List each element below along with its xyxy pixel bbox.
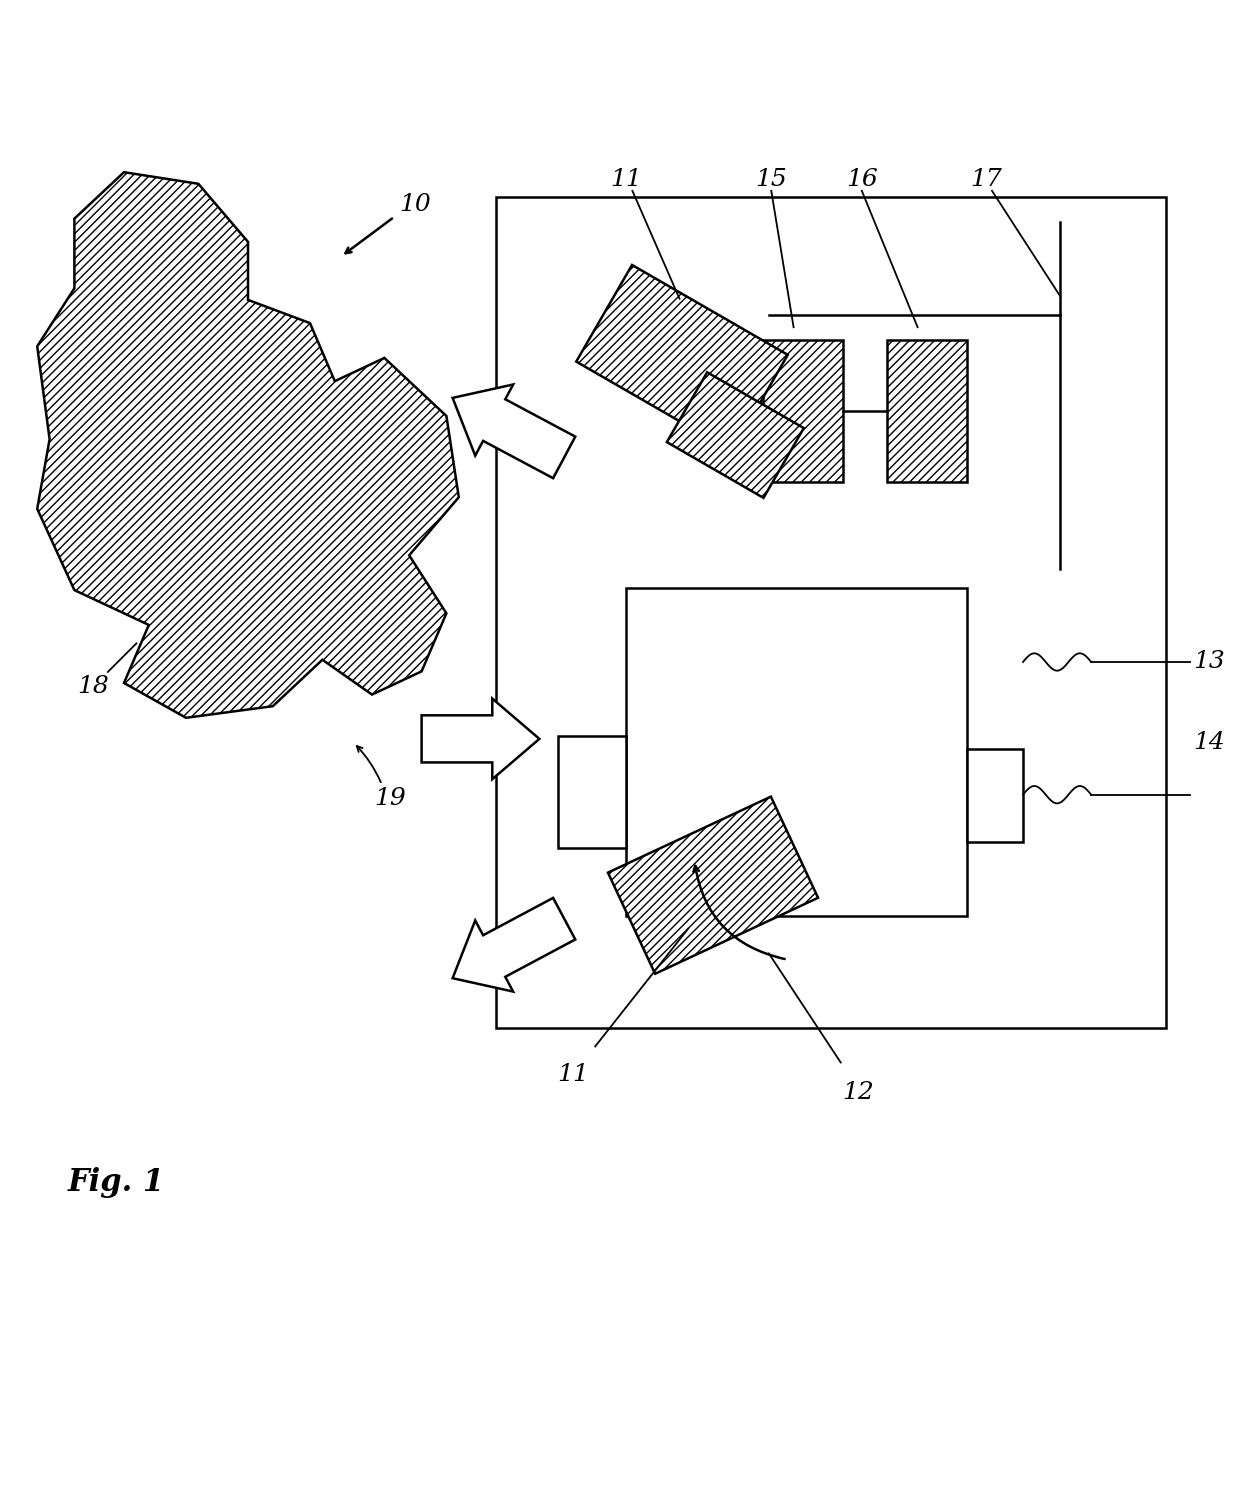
Bar xyxy=(558,737,626,849)
Text: 11: 11 xyxy=(610,168,642,192)
Text: 13: 13 xyxy=(1193,651,1225,673)
FancyArrow shape xyxy=(422,699,539,779)
Bar xyxy=(626,587,967,917)
Polygon shape xyxy=(667,373,804,498)
Text: 10: 10 xyxy=(399,193,432,216)
Text: 18: 18 xyxy=(77,675,109,698)
Text: 12: 12 xyxy=(842,1081,874,1104)
Bar xyxy=(967,749,1023,841)
Polygon shape xyxy=(37,172,459,717)
Polygon shape xyxy=(608,797,818,974)
Bar xyxy=(763,340,843,482)
Text: 15: 15 xyxy=(755,168,787,192)
Bar xyxy=(496,196,1166,1028)
FancyArrow shape xyxy=(453,898,575,992)
Text: 19: 19 xyxy=(374,787,407,809)
FancyArrow shape xyxy=(453,385,575,479)
Text: 11: 11 xyxy=(557,1063,589,1086)
Text: 17: 17 xyxy=(970,168,1002,192)
Text: 14: 14 xyxy=(1193,731,1225,753)
Polygon shape xyxy=(577,264,787,451)
Text: Fig. 1: Fig. 1 xyxy=(68,1167,165,1199)
Bar xyxy=(887,340,967,482)
Text: 16: 16 xyxy=(846,168,878,192)
